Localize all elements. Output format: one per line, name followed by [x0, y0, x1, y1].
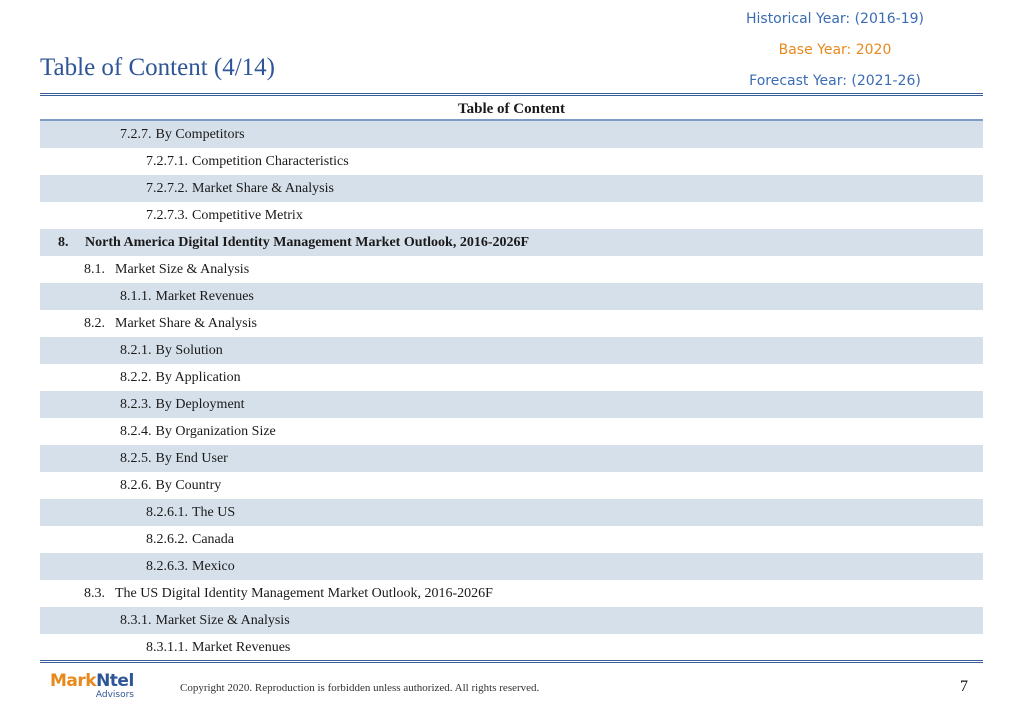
toc-row: 7.2.7.1. Competition Characteristics: [40, 148, 983, 175]
toc-heading: Table of Content: [40, 97, 983, 121]
toc-row-number: 8.2.5.: [120, 451, 152, 466]
toc-row-text: Market Revenues: [155, 289, 254, 304]
toc-row: 8.3. The US Digital Identity Management M…: [40, 580, 983, 607]
toc-row-number: 8.2.6.3.: [146, 559, 188, 574]
toc-row-text: Market Revenues: [192, 640, 291, 655]
footer-divider: [40, 660, 983, 663]
toc-row-text: By Solution: [155, 343, 223, 358]
toc-row: 7.2.7. By Competitors: [40, 121, 983, 148]
toc-row: 7.2.7.2. Market Share & Analysis: [40, 175, 983, 202]
logo-subtitle: Advisors: [95, 690, 134, 700]
forecast-year: Forecast Year: (2021-26): [749, 73, 921, 89]
toc-row-number: 8.2.6.: [120, 478, 152, 493]
toc-row-number: 7.2.7.: [120, 127, 152, 142]
logo-mark-text: Mark: [50, 671, 97, 691]
toc-row: 8.2.3. By Deployment: [40, 391, 983, 418]
toc-row-number: 8.2.6.1.: [146, 505, 188, 520]
toc-row-text: By Organization Size: [155, 424, 276, 439]
toc-row: 8.1. Market Size & Analysis: [40, 256, 983, 283]
toc-row-number: 7.2.7.2.: [146, 181, 188, 196]
toc-row-number: 8.3.1.1.: [146, 640, 188, 655]
logo-ntel-text: Ntel: [96, 671, 134, 691]
toc-row-number: 8.3.1.: [120, 613, 152, 628]
toc-row-text: By End User: [155, 451, 228, 466]
page-number: 7: [960, 678, 968, 695]
toc-row-text: By Application: [155, 370, 241, 385]
toc-row-text: By Deployment: [155, 397, 245, 412]
toc-row: 8.2.2. By Application: [40, 364, 983, 391]
page-title: Table of Content (4/14): [40, 54, 275, 81]
toc-row-text: By Competitors: [155, 127, 245, 142]
toc-row-text: By Country: [155, 478, 222, 493]
toc-row-text: Market Size & Analysis: [115, 262, 250, 277]
toc-row-number: 8.1.: [84, 262, 105, 277]
toc-row: 8.2.6.3. Mexico: [40, 553, 983, 580]
toc-row-number: 8.2.1.: [120, 343, 152, 358]
toc-row-number: 7.2.7.1.: [146, 154, 188, 169]
toc-row-number: 8.2.: [84, 316, 105, 331]
toc-row-text: Mexico: [192, 559, 235, 574]
toc-row-number: 7.2.7.3.: [146, 208, 188, 223]
toc-row-number: 8.2.6.2.: [146, 532, 188, 547]
toc-row-text: Canada: [192, 532, 234, 547]
header-divider: [40, 93, 983, 96]
toc-row: 8.2.1. By Solution: [40, 337, 983, 364]
toc-row: 8.2. Market Share & Analysis: [40, 310, 983, 337]
toc-row: 8.2.6.1. The US: [40, 499, 983, 526]
year-info: Historical Year: (2016-19) Base Year: 20…: [735, 8, 935, 101]
toc-rows: 7.2.7. By Competitors 7.2.7.1. Competition …: [40, 121, 983, 661]
toc-row-text: Market Share & Analysis: [115, 316, 257, 331]
toc-row: 8.2.4. By Organization Size: [40, 418, 983, 445]
historical-year: Historical Year: (2016-19): [745, 11, 924, 27]
toc-row-number: 8.2.4.: [120, 424, 152, 439]
toc-row-text: Market Size & Analysis: [155, 613, 290, 628]
toc-row: 8. North America Digital Identity Managem…: [40, 229, 983, 256]
toc-row-text: Competition Characteristics: [192, 154, 349, 169]
toc-row-text: Competitive Metrix: [192, 208, 303, 223]
toc-row: 8.3.1.1. Market Revenues: [40, 634, 983, 661]
toc-row-number: 8.: [58, 235, 69, 250]
toc-table: Table of Content 7.2.7. By Competitors 7.2…: [40, 97, 983, 661]
toc-row-text: North America Digital Identity Managemen…: [85, 235, 530, 250]
toc-row-number: 8.1.1.: [120, 289, 152, 304]
toc-row-text: The US Digital Identity Management Marke…: [115, 586, 493, 601]
toc-row: 8.2.6. By Country: [40, 472, 983, 499]
markntel-logo: MarkNtel Advisors: [50, 672, 140, 702]
toc-row-number: 8.2.2.: [120, 370, 152, 385]
toc-row-number: 8.3.: [84, 586, 105, 601]
toc-row: 8.2.6.2. Canada: [40, 526, 983, 553]
toc-row: 8.1.1. Market Revenues: [40, 283, 983, 310]
toc-row-text: Market Share & Analysis: [192, 181, 334, 196]
toc-row: 7.2.7.3. Competitive Metrix: [40, 202, 983, 229]
toc-row: 8.3.1. Market Size & Analysis: [40, 607, 983, 634]
toc-row-text: The US: [192, 505, 236, 520]
copyright-text: Copyright 2020. Reproduction is forbidde…: [180, 682, 540, 694]
base-year: Base Year: 2020: [778, 42, 892, 58]
toc-row-number: 8.2.3.: [120, 397, 152, 412]
toc-row: 8.2.5. By End User: [40, 445, 983, 472]
